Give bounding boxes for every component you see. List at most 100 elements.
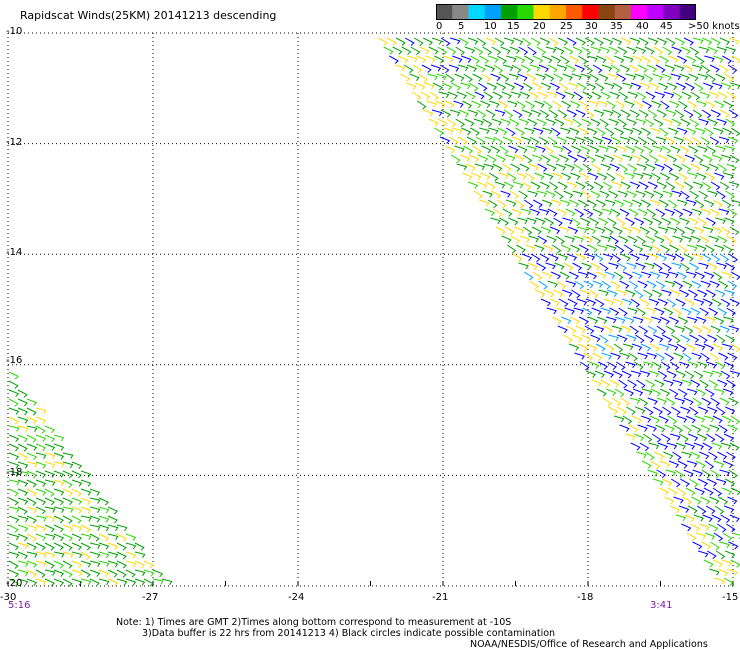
wind-barb xyxy=(125,578,137,586)
wind-barb xyxy=(721,271,733,279)
wind-barb xyxy=(707,118,718,127)
wind-barb xyxy=(543,100,553,110)
wind-barb xyxy=(645,235,656,244)
wind-barb xyxy=(636,451,647,459)
wind-barb xyxy=(661,289,672,297)
wind-barb xyxy=(663,379,674,387)
wind-barb xyxy=(706,361,717,369)
wind-barb xyxy=(542,199,553,207)
wind-barb xyxy=(470,127,480,136)
wind-barb xyxy=(418,73,428,83)
wind-barb xyxy=(125,551,137,559)
wind-barb xyxy=(715,73,726,82)
wind-barb xyxy=(608,190,619,199)
wind-barb xyxy=(603,298,615,306)
wind-barb xyxy=(475,136,486,145)
wind-barb xyxy=(591,163,602,173)
wind-barb xyxy=(723,100,734,109)
wind-barb xyxy=(678,100,688,110)
wind-barb xyxy=(476,181,488,189)
wind-barb xyxy=(685,487,696,496)
wind-barb xyxy=(712,199,723,208)
wind-barb xyxy=(44,488,55,497)
wind-barb xyxy=(642,316,653,324)
wind-barb xyxy=(627,91,639,99)
wind-barb xyxy=(579,244,589,253)
wind-barb xyxy=(502,136,513,145)
wind-barb xyxy=(711,298,722,307)
wind-barb xyxy=(703,343,715,352)
wind-barb xyxy=(532,199,543,208)
wind-barb xyxy=(161,578,173,586)
wind-barb xyxy=(717,163,727,173)
wind-barb xyxy=(584,37,595,46)
wind-barb xyxy=(680,334,691,343)
wind-barb xyxy=(605,388,617,397)
wind-barb xyxy=(720,154,732,162)
wind-barb xyxy=(71,488,82,497)
wind-barb xyxy=(691,64,703,72)
wind-barb xyxy=(457,64,469,72)
wind-barb xyxy=(716,118,728,126)
wind-barb xyxy=(609,307,620,316)
wind-barb xyxy=(698,262,709,270)
wind-barb xyxy=(98,569,110,577)
wind-barb xyxy=(625,361,636,369)
wind-barb xyxy=(563,190,574,199)
wind-barb xyxy=(524,127,535,135)
wind-barb xyxy=(440,37,451,47)
wind-barb xyxy=(509,118,520,127)
wind-barb xyxy=(588,316,599,325)
wind-barb xyxy=(594,82,605,92)
wind-barb xyxy=(713,127,724,135)
wind-barb xyxy=(595,199,607,208)
wind-barb xyxy=(525,172,535,182)
wind-barb xyxy=(515,127,525,136)
wind-barb xyxy=(17,443,28,452)
wind-barb xyxy=(616,73,627,82)
wind-barb xyxy=(545,190,556,199)
wind-barb xyxy=(582,235,593,243)
note-line-1: Note: 1) Times are GMT 2)Times along bot… xyxy=(116,617,512,628)
wind-barb xyxy=(545,118,556,126)
wind-barb xyxy=(134,551,146,559)
wind-barb xyxy=(536,46,547,56)
wind-barb xyxy=(705,100,716,109)
wind-barb xyxy=(602,37,614,46)
wind-barb xyxy=(592,352,603,361)
wind-barb xyxy=(664,136,675,145)
wind-barb xyxy=(581,262,592,270)
wind-barb xyxy=(603,154,615,163)
wind-barb xyxy=(548,37,559,47)
wind-barb xyxy=(17,425,29,432)
wind-barb xyxy=(71,461,83,470)
wind-barb xyxy=(714,100,725,109)
wind-barb xyxy=(476,109,487,119)
wind-barb xyxy=(548,109,559,119)
wind-barb xyxy=(666,154,678,163)
wind-barb xyxy=(498,100,509,109)
wind-barb xyxy=(641,127,651,136)
wind-barb xyxy=(651,244,661,253)
wind-barb xyxy=(601,280,611,290)
wind-barb xyxy=(107,515,118,524)
wind-barb xyxy=(8,443,19,452)
wind-barb xyxy=(98,497,109,506)
wind-barb xyxy=(729,370,740,378)
wind-barb xyxy=(726,235,737,244)
wind-barb xyxy=(566,109,577,118)
wind-barb xyxy=(731,532,740,540)
wind-barb xyxy=(663,91,675,99)
wind-barb xyxy=(638,37,649,46)
wind-barb xyxy=(558,82,569,92)
wind-barb xyxy=(694,199,705,209)
wind-barb xyxy=(639,370,651,378)
wind-barb xyxy=(383,46,394,55)
wind-barb xyxy=(498,172,509,180)
wind-barb xyxy=(609,379,620,388)
wind-barb xyxy=(659,460,671,469)
wind-barb xyxy=(646,424,657,432)
wind-barb xyxy=(152,569,164,578)
wind-barb xyxy=(116,578,128,586)
wind-barb xyxy=(662,118,674,126)
